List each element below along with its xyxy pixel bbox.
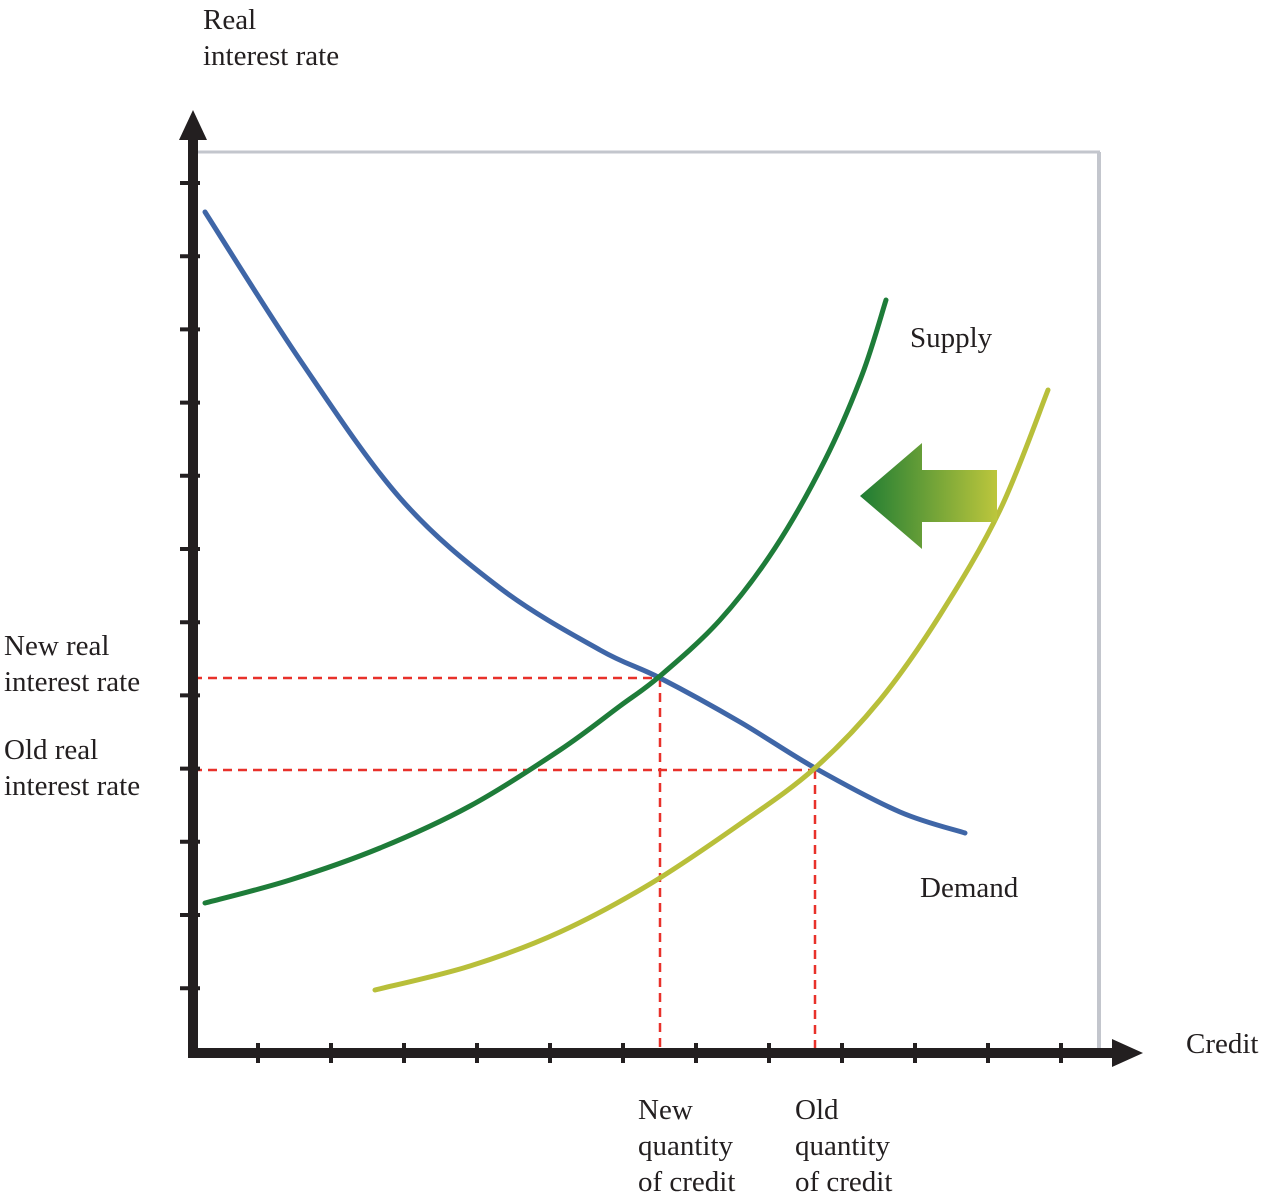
axes-group	[179, 110, 1143, 1067]
supply-curve-label: Supply	[910, 322, 993, 354]
y-axis-arrowhead-icon	[179, 110, 207, 140]
supply-shift-left-arrow-icon	[860, 443, 997, 549]
demand-curve-label: Demand	[920, 872, 1019, 904]
x-axis-arrowhead-icon	[1112, 1039, 1143, 1067]
supply-old-curve	[372, 387, 1051, 993]
new-quantity-label: New quantity of credit	[638, 1094, 736, 1195]
old-rate-label: Old real interest rate	[4, 734, 141, 802]
guide-lines-group	[193, 676, 817, 1053]
curves-group	[202, 209, 1051, 993]
new-rate-label: New real interest rate	[4, 630, 141, 698]
demand-curve	[202, 209, 968, 836]
supply-new-curve	[202, 297, 889, 906]
y-axis-title: Real interest rate	[203, 4, 340, 72]
old-quantity-label: Old quantity of credit	[795, 1094, 893, 1195]
axis-ticks-group	[180, 181, 1063, 1063]
plot-frame	[193, 150, 1101, 1051]
x-axis-title: Credit	[1186, 1028, 1259, 1060]
